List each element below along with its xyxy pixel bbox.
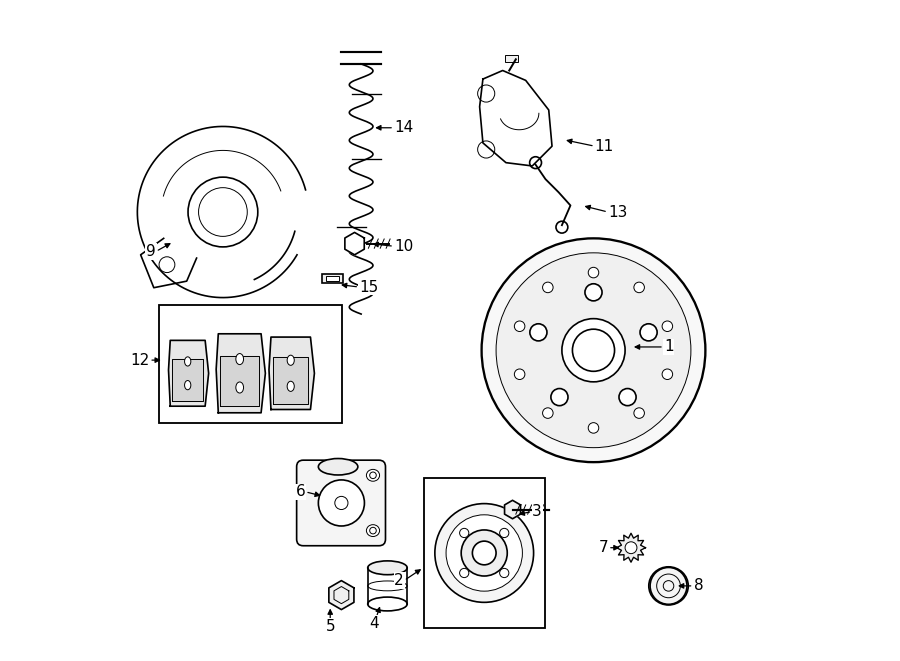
Text: 3: 3 <box>532 504 542 519</box>
Circle shape <box>530 324 547 341</box>
Text: 10: 10 <box>394 239 413 254</box>
Ellipse shape <box>368 597 407 611</box>
Text: 14: 14 <box>394 120 413 136</box>
Text: 8: 8 <box>694 578 703 594</box>
Polygon shape <box>168 340 209 407</box>
Polygon shape <box>505 500 520 519</box>
Circle shape <box>159 256 175 272</box>
Circle shape <box>640 324 657 341</box>
Bar <box>424 478 545 628</box>
Text: 13: 13 <box>608 204 627 219</box>
Circle shape <box>461 530 508 576</box>
Text: 11: 11 <box>595 139 614 154</box>
Circle shape <box>556 221 568 233</box>
Bar <box>505 56 518 62</box>
Ellipse shape <box>319 459 358 475</box>
Circle shape <box>619 389 636 406</box>
Polygon shape <box>216 334 266 412</box>
Circle shape <box>589 422 598 433</box>
Polygon shape <box>172 359 203 401</box>
Circle shape <box>662 369 672 379</box>
Circle shape <box>589 267 598 278</box>
Circle shape <box>500 528 508 537</box>
Polygon shape <box>616 533 645 563</box>
Text: 9: 9 <box>146 244 156 259</box>
Circle shape <box>650 567 687 604</box>
Circle shape <box>370 527 376 534</box>
Text: 1: 1 <box>664 340 673 354</box>
Circle shape <box>572 329 615 371</box>
Text: 2: 2 <box>394 573 404 588</box>
Text: 6: 6 <box>295 485 305 499</box>
Circle shape <box>515 369 525 379</box>
Bar <box>321 274 343 283</box>
Circle shape <box>562 319 626 382</box>
Ellipse shape <box>287 381 294 391</box>
Text: 12: 12 <box>130 352 149 368</box>
Circle shape <box>478 141 495 158</box>
FancyBboxPatch shape <box>297 460 385 546</box>
Circle shape <box>370 472 376 479</box>
Circle shape <box>435 504 534 602</box>
Polygon shape <box>345 233 364 254</box>
Bar <box>326 276 338 281</box>
Circle shape <box>319 480 364 526</box>
Circle shape <box>472 541 496 565</box>
Circle shape <box>515 321 525 332</box>
Ellipse shape <box>368 561 407 574</box>
Circle shape <box>551 389 568 406</box>
Circle shape <box>662 321 672 332</box>
Circle shape <box>585 284 602 301</box>
Circle shape <box>496 253 691 447</box>
Ellipse shape <box>184 357 191 366</box>
Circle shape <box>626 542 637 554</box>
Circle shape <box>543 408 553 418</box>
Circle shape <box>335 496 348 510</box>
Ellipse shape <box>236 354 244 365</box>
Polygon shape <box>220 356 259 407</box>
Text: 5: 5 <box>326 619 335 634</box>
Text: 15: 15 <box>359 280 378 295</box>
Text: 7: 7 <box>598 540 608 555</box>
Circle shape <box>543 282 553 293</box>
Polygon shape <box>328 580 354 609</box>
Circle shape <box>478 85 495 102</box>
Circle shape <box>460 528 469 537</box>
Ellipse shape <box>366 525 380 537</box>
Text: 4: 4 <box>370 616 379 631</box>
Ellipse shape <box>287 355 294 366</box>
Polygon shape <box>273 358 309 404</box>
Circle shape <box>634 408 644 418</box>
Circle shape <box>529 157 542 169</box>
Ellipse shape <box>184 381 191 390</box>
Circle shape <box>482 239 706 462</box>
Polygon shape <box>269 337 314 409</box>
Ellipse shape <box>236 382 244 393</box>
Circle shape <box>460 568 469 578</box>
Bar <box>159 305 342 422</box>
Circle shape <box>446 515 522 591</box>
Circle shape <box>634 282 644 293</box>
Ellipse shape <box>366 469 380 481</box>
Circle shape <box>500 568 508 578</box>
